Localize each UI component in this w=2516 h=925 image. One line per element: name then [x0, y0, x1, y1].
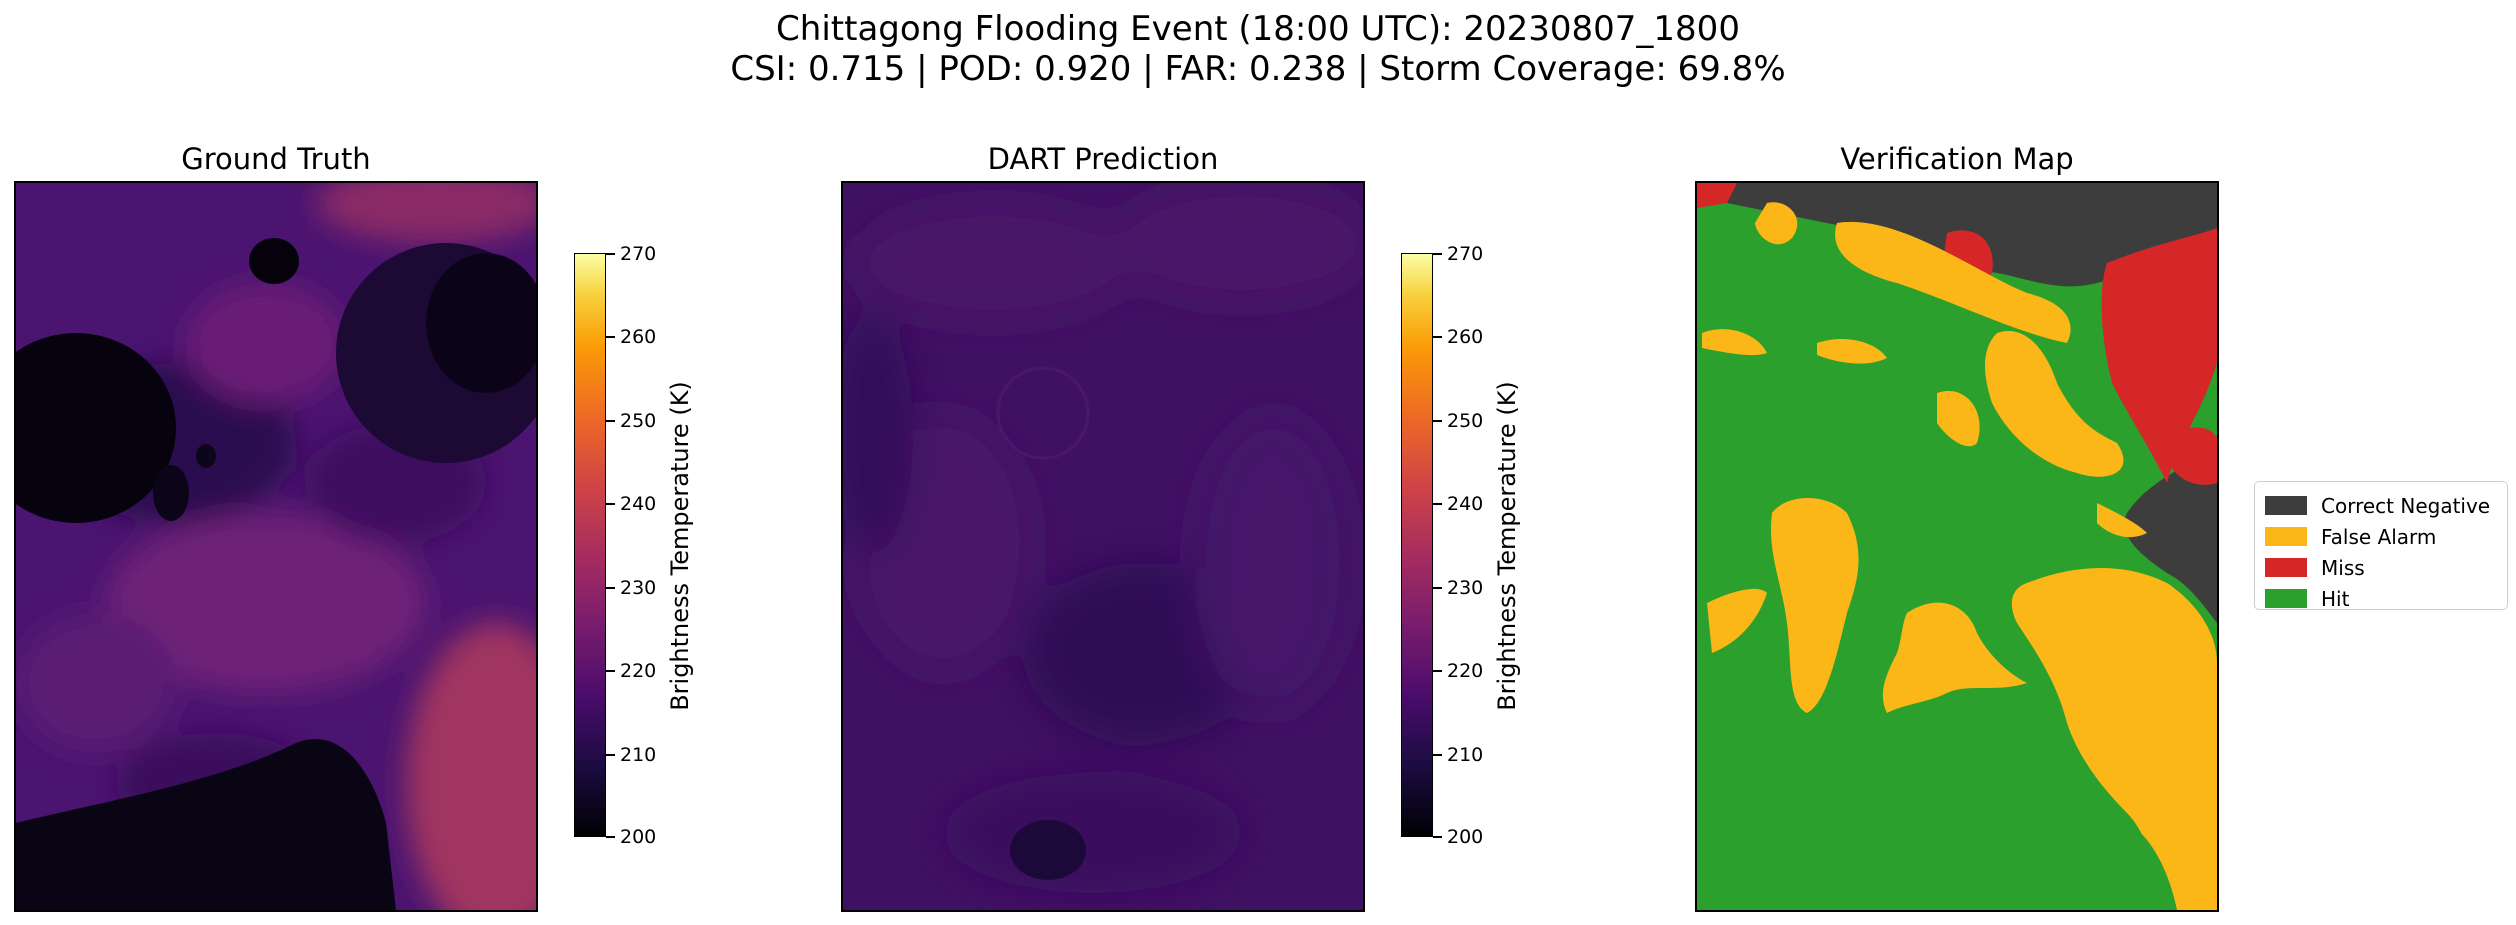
cbar2-tick: 220 — [1447, 660, 1484, 682]
cbar1-tick: 210 — [620, 744, 657, 766]
cbar1-tick: 270 — [620, 243, 657, 265]
legend-item-miss: Miss — [2265, 552, 2497, 583]
cbar2-tick: 270 — [1447, 243, 1484, 265]
legend-label: Correct Negative — [2321, 493, 2491, 518]
legend-item-false-alarm: False Alarm — [2265, 521, 2497, 552]
ground-truth-heatmap — [14, 181, 538, 912]
correct-negative-swatch — [2265, 496, 2307, 515]
ground-truth-colorbar-label: Brightness Temperature (K) — [666, 381, 694, 711]
legend-item-hit: Hit — [2265, 583, 2497, 614]
ground-truth-title: Ground Truth — [181, 142, 371, 176]
cbar2-tick: 210 — [1447, 744, 1484, 766]
miss-swatch — [2265, 558, 2307, 577]
cbar2-tick: 260 — [1447, 326, 1484, 348]
legend-label: False Alarm — [2321, 524, 2437, 549]
figure-title: Chittagong Flooding Event (18:00 UTC): 2… — [776, 9, 1740, 49]
false-alarm-swatch — [2265, 527, 2307, 546]
cbar1-tick: 220 — [620, 660, 657, 682]
figure-subtitle-metrics: CSI: 0.715 | POD: 0.920 | FAR: 0.238 | S… — [730, 49, 1786, 89]
cbar2-tick: 200 — [1447, 826, 1484, 848]
cbar1-tick: 260 — [620, 326, 657, 348]
ground-truth-colorbar — [574, 253, 606, 837]
dart-prediction-title: DART Prediction — [987, 142, 1219, 176]
cbar2-tick: 230 — [1447, 577, 1484, 599]
legend-item-correct-negative: Correct Negative — [2265, 490, 2497, 521]
cbar1-tick: 200 — [620, 826, 657, 848]
verification-legend: Correct Negative False Alarm Miss Hit — [2254, 481, 2508, 611]
dart-prediction-colorbar-label: Brightness Temperature (K) — [1493, 381, 1521, 711]
hit-swatch — [2265, 589, 2307, 608]
verification-map-heatmap — [1695, 181, 2219, 912]
cbar1-tick: 230 — [620, 577, 657, 599]
verification-map-title: Verification Map — [1840, 142, 2074, 176]
cbar1-tick: 250 — [620, 410, 657, 432]
dart-prediction-colorbar — [1401, 253, 1433, 837]
dart-prediction-heatmap — [841, 181, 1365, 912]
legend-label: Hit — [2321, 586, 2350, 611]
cbar2-tick: 250 — [1447, 410, 1484, 432]
legend-label: Miss — [2321, 555, 2365, 580]
cbar2-tick: 240 — [1447, 493, 1484, 515]
cbar1-tick: 240 — [620, 493, 657, 515]
